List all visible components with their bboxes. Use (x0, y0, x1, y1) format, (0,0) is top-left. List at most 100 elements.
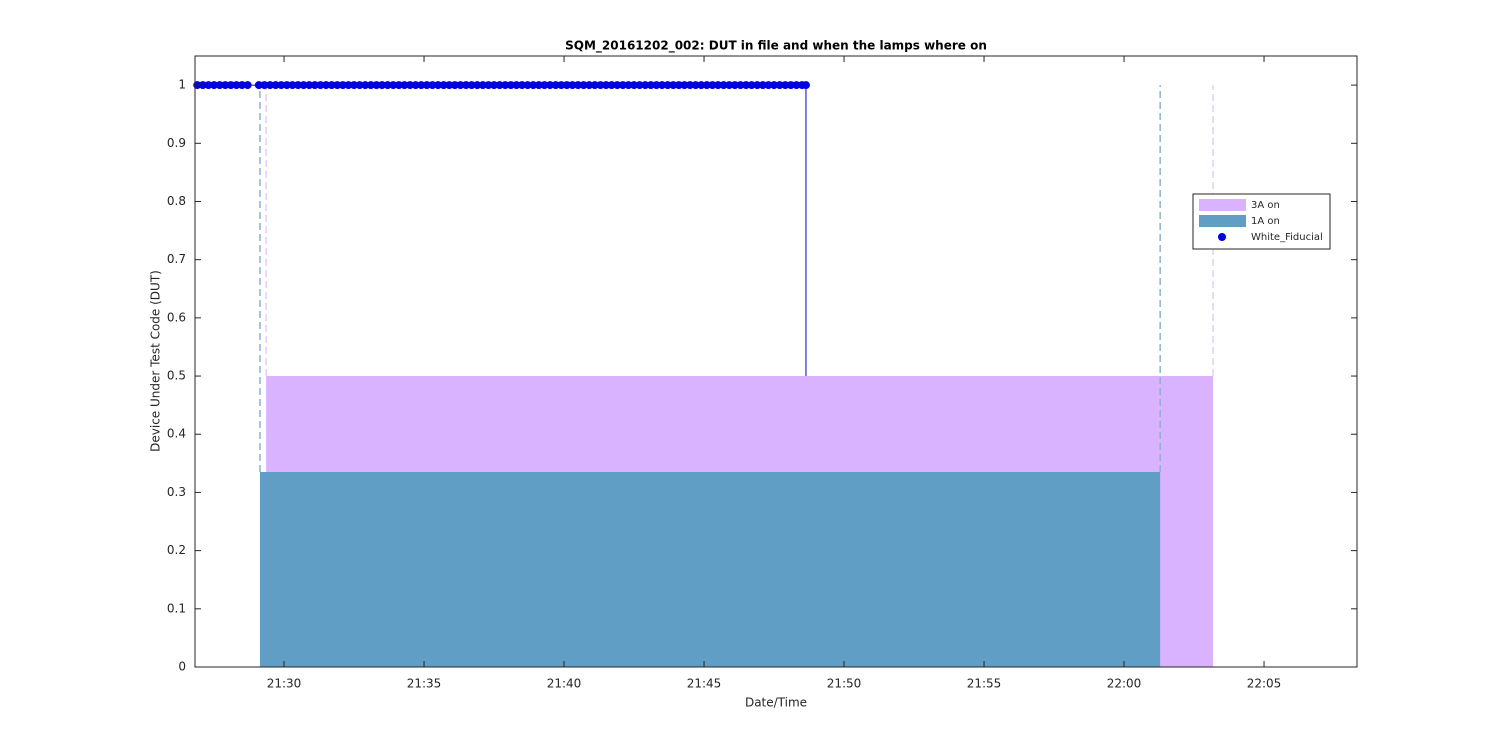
legend-swatch (1199, 215, 1246, 227)
marker (439, 81, 448, 90)
marker (641, 81, 650, 90)
marker (260, 81, 269, 90)
marker (702, 81, 711, 90)
marker (411, 81, 420, 90)
marker (204, 81, 213, 90)
y-tick-label: 0.1 (167, 601, 186, 615)
marker (602, 81, 611, 90)
marker (400, 81, 409, 90)
marker (680, 81, 689, 90)
legend-label: 3A on (1251, 200, 1280, 211)
marker (473, 81, 482, 90)
marker (389, 81, 398, 90)
marker (450, 81, 459, 90)
chart-title: SQM_20161202_002: DUT in file and when t… (565, 39, 987, 54)
y-tick-label: 0 (178, 660, 186, 674)
marker (624, 81, 633, 90)
marker (646, 81, 655, 90)
marker (350, 81, 359, 90)
marker (529, 81, 538, 90)
marker (596, 81, 605, 90)
marker (333, 81, 342, 90)
marker (770, 81, 779, 90)
marker (355, 81, 364, 90)
marker (747, 81, 756, 90)
marker (801, 81, 810, 90)
marker (753, 81, 762, 90)
y-tick-label: 0.3 (167, 485, 186, 499)
marker (792, 81, 801, 90)
marker (366, 81, 375, 90)
x-tick-label: 21:35 (407, 677, 442, 691)
marker (540, 81, 549, 90)
y-tick-label: 0.5 (167, 369, 186, 383)
marker (764, 81, 773, 90)
marker (708, 81, 717, 90)
marker (736, 81, 745, 90)
marker (630, 81, 639, 90)
x-tick-label: 21:50 (827, 677, 862, 691)
x-tick-label: 22:00 (1107, 677, 1142, 691)
marker (221, 81, 230, 90)
marker (786, 81, 795, 90)
marker (607, 81, 616, 90)
marker (394, 81, 403, 90)
marker (277, 81, 286, 90)
marker (652, 81, 661, 90)
legend-swatch (1218, 233, 1226, 241)
marker (198, 81, 207, 90)
x-tick-label: 21:40 (547, 677, 582, 691)
marker (512, 81, 521, 90)
marker (658, 81, 667, 90)
marker (434, 81, 443, 90)
axes-box (194, 55, 1358, 668)
marker (568, 81, 577, 90)
y-tick-label: 0.2 (167, 543, 186, 557)
marker (501, 81, 510, 90)
marker (456, 81, 465, 90)
marker (271, 81, 280, 90)
marker (361, 81, 370, 90)
marker (579, 81, 588, 90)
marker (551, 81, 560, 90)
x-tick-label: 21:45 (687, 677, 722, 691)
marker (305, 81, 314, 90)
marker (725, 81, 734, 90)
legend: 3A on 1A on White_Fiducial (1192, 193, 1331, 250)
marker (210, 81, 219, 90)
marker (691, 81, 700, 90)
marker (618, 81, 627, 90)
marker (238, 81, 247, 90)
marker (669, 81, 678, 90)
marker (294, 81, 303, 90)
marker (557, 81, 566, 90)
legend-swatch (1199, 199, 1246, 211)
y-tick-label: 0.4 (167, 427, 186, 441)
marker (518, 81, 527, 90)
marker (484, 81, 493, 90)
marker (344, 81, 353, 90)
x-axis-label: Date/Time (745, 696, 807, 710)
marker (215, 81, 224, 90)
marker (674, 81, 683, 90)
marker (781, 81, 790, 90)
y-tick-label: 0.8 (167, 194, 186, 208)
marker (378, 81, 387, 90)
marker (495, 81, 504, 90)
marker (490, 81, 499, 90)
marker (613, 81, 622, 90)
marker (562, 81, 571, 90)
marker (406, 81, 415, 90)
marker (232, 81, 241, 90)
marker (546, 81, 555, 90)
marker (266, 81, 275, 90)
marker (506, 81, 515, 90)
marker (299, 81, 308, 90)
marker (243, 81, 252, 90)
marker (534, 81, 543, 90)
y-tick-label: 0.7 (167, 252, 186, 266)
marker (730, 81, 739, 90)
y-tick-label: 1 (178, 78, 186, 92)
marker (585, 81, 594, 90)
